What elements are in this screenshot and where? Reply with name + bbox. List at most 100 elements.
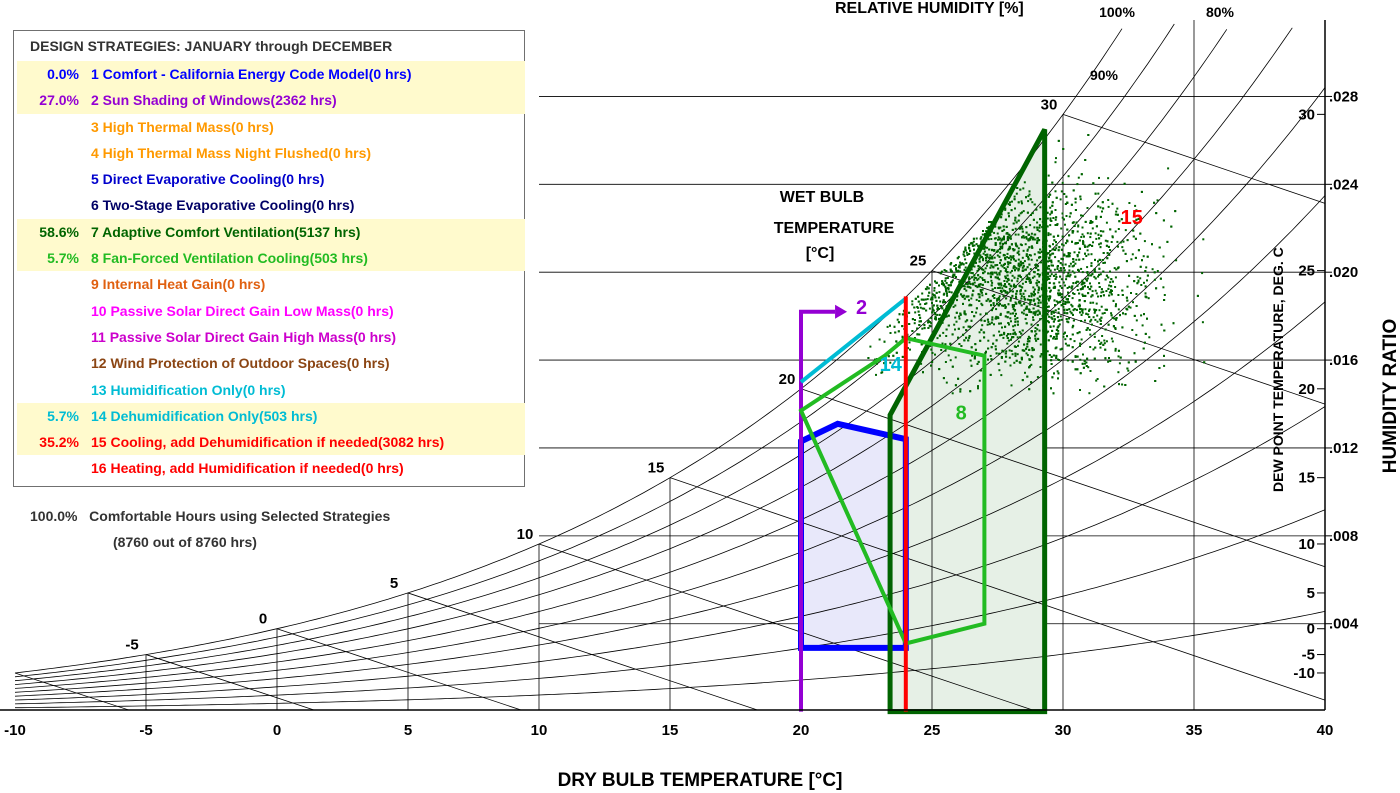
scatter-point [951,365,954,368]
scatter-point [1004,208,1007,211]
scatter-point [964,248,967,251]
scatter-point [965,251,968,254]
scatter-point [1057,332,1060,335]
scatter-point [1055,300,1058,303]
scatter-point [999,245,1002,248]
scatter-point [1116,207,1119,210]
scatter-point [1012,255,1015,258]
scatter-point [1050,313,1053,316]
scatter-point [1059,294,1062,296]
scatter-point [1008,204,1011,206]
scatter-point [1049,269,1052,272]
scatter-point [1004,207,1007,210]
scatter-point [1126,299,1129,302]
scatter-point [1052,243,1054,246]
scatter-point [945,328,948,331]
scatter-point [1137,217,1140,220]
scatter-point [1002,350,1005,353]
scatter-point [949,342,952,345]
scatter-point [1114,276,1117,279]
scatter-point [1142,347,1145,350]
scatter-point [1066,255,1069,258]
scatter-point [1143,281,1145,284]
scatter-point [930,296,933,299]
legend-item-label: 12 Wind Protection of Outdoor Spaces(0 h… [91,355,390,372]
scatter-point [1162,219,1165,222]
scatter-point [1021,211,1023,214]
scatter-point [1065,298,1068,301]
scatter-point [1012,336,1015,339]
scatter-point [1008,349,1011,352]
scatter-point [1025,274,1028,277]
scatter-point [921,307,924,310]
scatter-point [1095,379,1098,382]
scatter-point [1055,196,1058,199]
scatter-point [1016,353,1019,356]
scatter-point [1103,312,1106,314]
scatter-point [1039,355,1042,358]
scatter-point [949,263,952,266]
wet-bulb-line-0 [276,628,522,711]
scatter-point [1137,249,1140,252]
scatter-point [947,287,950,290]
scatter-point [898,313,901,316]
scatter-point [1093,311,1096,314]
scatter-point [1034,327,1037,329]
scatter-point [1092,316,1095,319]
scatter-point [923,307,926,310]
scatter-point [1059,300,1062,303]
scatter-point [1072,189,1075,192]
scatter-point [1004,269,1007,272]
scatter-point [960,345,963,347]
scatter-point [1031,201,1034,204]
scatter-point [995,352,998,355]
scatter-point [1020,297,1023,300]
scatter-point [1064,342,1067,345]
scatter-point [1085,312,1088,315]
scatter-point [1071,285,1074,288]
scatter-point [1037,251,1040,254]
scatter-point [1071,297,1074,300]
scatter-point [895,340,898,343]
scatter-point [952,273,955,276]
scatter-point [1021,311,1024,314]
legend-item-label: 7 Adaptive Comfort Ventilation(5137 hrs) [91,223,361,240]
scatter-point [1038,230,1041,233]
scatter-point [935,291,938,294]
scatter-point [1039,248,1042,251]
scatter-point [991,273,994,276]
scatter-point [1087,366,1090,369]
scatter-point [1016,320,1019,323]
scatter-point [917,310,920,313]
scatter-point [1091,323,1093,326]
scatter-point [1085,279,1088,282]
scatter-point [1117,308,1120,311]
scatter-point [964,249,967,252]
scatter-point [1028,303,1031,306]
scatter-point [1108,294,1111,297]
scatter-point [997,304,1000,307]
scatter-point [1014,318,1017,321]
scatter-point [1133,352,1136,355]
scatter-point [1057,307,1060,310]
scatter-point [1121,294,1124,296]
scatter-point [1019,212,1022,215]
scatter-point [975,261,977,264]
scatter-point [1054,161,1057,164]
scatter-point [1033,293,1036,296]
scatter-point [968,243,971,246]
scatter-point [1062,335,1065,338]
scatter-point [1081,281,1084,284]
scatter-point [1046,309,1049,312]
scatter-point [1047,260,1049,263]
scatter-point [1061,263,1064,266]
scatter-point [971,354,974,357]
scatter-point [1109,359,1112,362]
scatter-point [1096,314,1099,317]
legend-item-label: 6 Two-Stage Evaporative Cooling(0 hrs) [91,197,355,214]
scatter-point [1034,313,1037,316]
scatter-point [1012,325,1015,328]
scatter-point [1003,304,1006,307]
scatter-point [1146,279,1148,282]
scatter-point [955,270,958,273]
